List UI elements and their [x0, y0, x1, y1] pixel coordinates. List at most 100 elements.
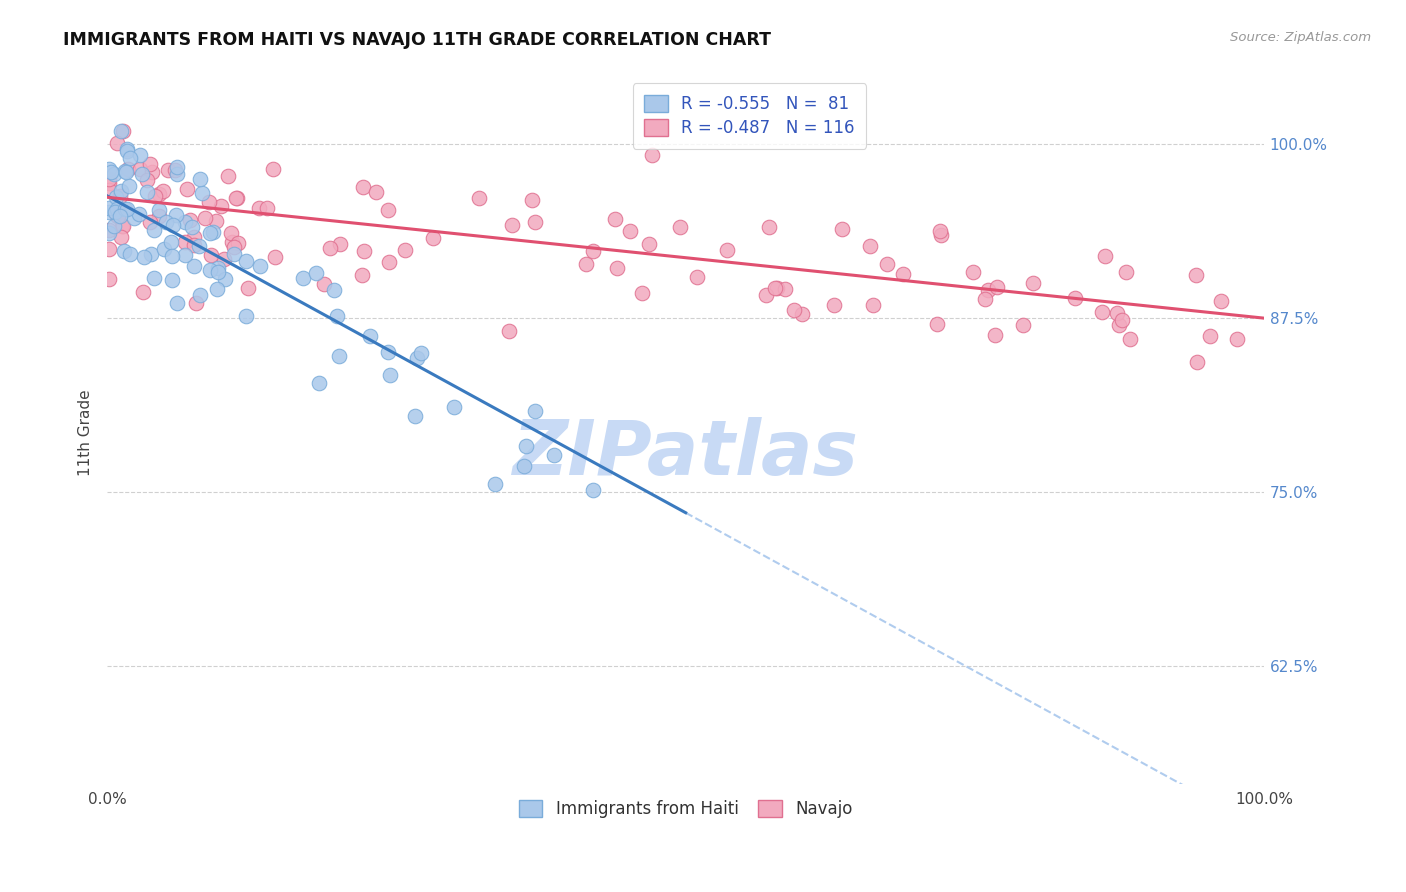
Point — [831, 222, 853, 236]
Point — [148, 202, 170, 217]
Point — [225, 190, 247, 204]
Point — [1184, 268, 1206, 282]
Point — [262, 162, 284, 177]
Point — [986, 280, 1008, 294]
Point — [114, 202, 136, 216]
Point — [135, 173, 157, 187]
Point — [142, 270, 165, 285]
Point — [291, 271, 314, 285]
Point — [174, 248, 197, 262]
Point — [1115, 265, 1137, 279]
Point — [364, 186, 387, 200]
Point — [108, 205, 131, 219]
Point — [876, 257, 898, 271]
Point — [202, 225, 225, 239]
Point — [198, 195, 221, 210]
Point — [160, 235, 183, 250]
Point — [359, 329, 381, 343]
Legend: Immigrants from Haiti, Navajo: Immigrants from Haiti, Navajo — [512, 793, 859, 824]
Point — [225, 191, 247, 205]
Point — [325, 310, 347, 324]
Point — [773, 282, 796, 296]
Point — [128, 161, 150, 176]
Point — [160, 249, 183, 263]
Point — [118, 247, 141, 261]
Point — [350, 268, 373, 283]
Point — [136, 185, 159, 199]
Point — [100, 165, 122, 179]
Point — [353, 244, 375, 258]
Point — [98, 201, 121, 215]
Point — [110, 189, 132, 203]
Point — [205, 214, 228, 228]
Point — [207, 260, 229, 275]
Point — [637, 237, 659, 252]
Point — [184, 296, 207, 310]
Point — [329, 236, 352, 251]
Point — [973, 292, 995, 306]
Point — [173, 235, 195, 249]
Point — [134, 250, 156, 264]
Point — [138, 157, 160, 171]
Point — [200, 248, 222, 262]
Point — [222, 246, 245, 260]
Point — [763, 281, 786, 295]
Point — [180, 219, 202, 234]
Point — [188, 288, 211, 302]
Point — [221, 235, 243, 250]
Point — [1091, 305, 1114, 319]
Point — [520, 193, 543, 207]
Point — [755, 287, 778, 301]
Point — [105, 202, 128, 216]
Point — [606, 260, 628, 275]
Point — [501, 218, 523, 232]
Point — [110, 210, 132, 224]
Point — [98, 222, 121, 236]
Point — [862, 298, 884, 312]
Point — [1209, 294, 1232, 309]
Point — [1064, 291, 1087, 305]
Point — [141, 165, 163, 179]
Point — [468, 191, 491, 205]
Point — [115, 144, 138, 158]
Point — [1012, 318, 1035, 332]
Point — [406, 351, 429, 365]
Point — [484, 477, 506, 491]
Point — [318, 241, 340, 255]
Point — [263, 250, 285, 264]
Point — [1108, 318, 1130, 333]
Point — [188, 238, 211, 252]
Point — [929, 228, 952, 243]
Point — [247, 201, 270, 215]
Point — [129, 148, 152, 162]
Point — [217, 169, 239, 183]
Point — [1118, 332, 1140, 346]
Point — [117, 162, 139, 177]
Text: ZIPatlas: ZIPatlas — [513, 417, 859, 491]
Point — [114, 163, 136, 178]
Point — [98, 243, 121, 257]
Point — [152, 242, 174, 256]
Point — [524, 404, 547, 418]
Point — [1226, 333, 1249, 347]
Point — [256, 201, 278, 215]
Point — [143, 223, 166, 237]
Point — [111, 219, 134, 233]
Point — [132, 285, 155, 300]
Point — [176, 182, 198, 196]
Point — [117, 142, 139, 156]
Point — [891, 267, 914, 281]
Point — [498, 324, 520, 338]
Point — [783, 302, 806, 317]
Point — [1022, 277, 1045, 291]
Point — [927, 317, 949, 331]
Point — [107, 209, 129, 223]
Point — [179, 213, 201, 227]
Point — [859, 239, 882, 253]
Point — [112, 244, 135, 259]
Point — [128, 207, 150, 221]
Point — [139, 247, 162, 261]
Point — [378, 255, 401, 269]
Point — [758, 220, 780, 235]
Point — [98, 226, 121, 240]
